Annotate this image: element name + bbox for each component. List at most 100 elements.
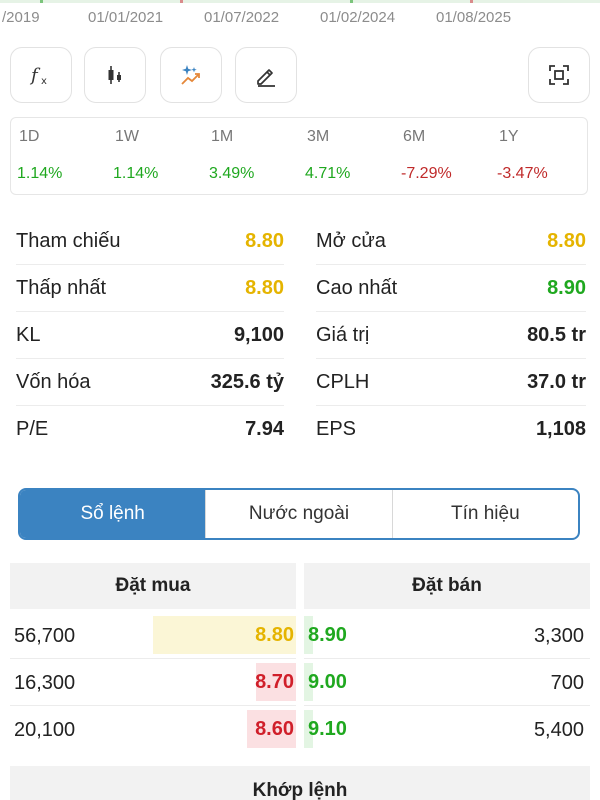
chart-toolbar: f x (10, 47, 590, 103)
stat-value: 325.6 tỷ (210, 371, 284, 393)
sell-price[interactable]: 9.00 (308, 671, 347, 693)
stat-label: P/E (16, 418, 49, 440)
period-label: 1W (115, 128, 139, 145)
stat-high: Cao nhất 8.90 (316, 265, 586, 312)
fullscreen-button[interactable] (528, 47, 590, 103)
period-label: 3M (307, 128, 330, 145)
stat-value-traded: Giá trị 80.5 tr (316, 312, 586, 359)
buy-price[interactable]: 8.70 (255, 671, 294, 693)
period-return: 4.71% (305, 165, 351, 182)
buy-orders-header: Đặt mua (10, 563, 296, 609)
stat-reference: Tham chiếu 8.80 (16, 218, 284, 265)
row-divider (304, 705, 590, 706)
stock-stats: Tham chiếu 8.80 Mở cửa 8.80 Thấp nhất 8.… (16, 218, 586, 453)
date-tick: 01/08/2025 (436, 9, 512, 26)
period-return: 1.14% (113, 165, 159, 182)
chart-bottom-edge (0, 0, 600, 3)
candlestick-icon (108, 66, 121, 84)
stat-row: P/E 7.94 EPS 1,108 (16, 406, 586, 453)
stat-low: Thấp nhất 8.80 (16, 265, 284, 312)
stat-value: 8.80 (245, 277, 284, 299)
sell-volume-bar (304, 710, 313, 748)
period-label: 1D (19, 128, 40, 145)
period-3m[interactable]: 3M 4.71% (299, 118, 395, 196)
period-return: -3.47% (497, 165, 548, 182)
stat-label: CPLH (316, 371, 370, 393)
stat-open: Mở cửa 8.80 (316, 218, 586, 265)
date-tick: 01/07/2022 (204, 9, 280, 26)
fullscreen-icon (549, 65, 569, 85)
sell-orders-header: Đặt bán (304, 563, 590, 609)
stat-value: 8.80 (547, 230, 586, 252)
detail-tabs: Sổ lệnh Nước ngoài Tín hiệu (18, 488, 580, 540)
period-return: -7.29% (401, 165, 452, 182)
sell-price[interactable]: 9.10 (308, 718, 347, 740)
stat-pe: P/E 7.94 (16, 406, 284, 453)
stat-label: Giá trị (316, 324, 370, 346)
sell-volume-bar (304, 663, 313, 701)
indicator-function-button[interactable]: f x (10, 47, 72, 103)
stat-value: 80.5 tr (527, 324, 586, 346)
order-book-row: 16,300 8.70 9.00 700 (10, 659, 590, 706)
period-label: 1M (211, 128, 234, 145)
draw-button[interactable] (235, 47, 297, 103)
row-divider (304, 658, 590, 659)
stat-market-cap: Vốn hóa 325.6 tỷ (16, 359, 284, 406)
period-label: 1Y (499, 128, 519, 145)
period-1y[interactable]: 1Y -3.47% (491, 118, 587, 196)
pencil-icon (257, 69, 275, 87)
buy-price[interactable]: 8.80 (255, 624, 294, 646)
order-book-row: 56,700 8.80 8.90 3,300 (10, 612, 590, 659)
buy-volume: 56,700 (14, 625, 76, 647)
sell-volume-bar (304, 616, 313, 654)
stat-shares-outstanding: CPLH 37.0 tr (316, 359, 586, 406)
period-return: 3.49% (209, 165, 255, 182)
period-1w[interactable]: 1W 1.14% (107, 118, 203, 196)
stat-label: Cao nhất (316, 277, 398, 299)
buy-volume-bar (256, 663, 296, 701)
row-divider (10, 658, 296, 659)
stat-label: KL (16, 324, 41, 346)
row-divider (10, 705, 296, 706)
period-6m[interactable]: 6M -7.29% (395, 118, 491, 196)
tab-foreign[interactable]: Nước ngoài (205, 490, 391, 538)
chart-type-button[interactable] (84, 47, 146, 103)
function-icon: f x (29, 65, 47, 87)
matched-orders-header: Khớp lệnh (10, 766, 590, 800)
svg-text:x: x (41, 76, 47, 87)
sell-price[interactable]: 8.90 (308, 624, 347, 646)
buy-volume-bar (247, 710, 296, 748)
stat-row: Vốn hóa 325.6 tỷ CPLH 37.0 tr (16, 359, 586, 406)
stat-value: 7.94 (245, 418, 284, 440)
stat-label: Vốn hóa (16, 371, 91, 393)
stat-row: Thấp nhất 8.80 Cao nhất 8.90 (16, 265, 586, 312)
stat-value: 1,108 (535, 418, 586, 440)
buy-volume: 16,300 (14, 672, 76, 694)
period-return: 1.14% (17, 165, 63, 182)
stat-eps: EPS 1,108 (316, 406, 586, 453)
stat-row: Tham chiếu 8.80 Mở cửa 8.80 (16, 218, 586, 265)
period-label: 6M (403, 128, 426, 145)
period-1d[interactable]: 1D 1.14% (11, 118, 107, 196)
order-book-row: 20,100 8.60 9.10 5,400 (10, 706, 590, 753)
stat-label: Mở cửa (316, 230, 386, 252)
period-returns: 1D 1.14% 1W 1.14% 1M 3.49% 3M 4.71% 6M -… (10, 117, 588, 195)
tab-order-book[interactable]: Sổ lệnh (20, 490, 206, 538)
period-1m[interactable]: 1M 3.49% (203, 118, 299, 196)
stat-label: Thấp nhất (16, 277, 107, 299)
stat-value: 8.80 (245, 230, 284, 252)
chart-date-axis: /2019 01/01/2021 01/07/2022 01/02/2024 0… (0, 0, 600, 34)
date-tick: /2019 (2, 9, 40, 26)
tab-signals[interactable]: Tín hiệu (391, 490, 578, 538)
stat-label: EPS (316, 418, 357, 440)
stat-value: 37.0 tr (527, 371, 586, 393)
magic-chart-icon (181, 65, 200, 85)
buy-price[interactable]: 8.60 (255, 718, 294, 740)
date-tick: 01/01/2021 (88, 9, 164, 26)
stat-value: 8.90 (547, 277, 586, 299)
svg-text:f: f (29, 65, 41, 86)
buy-volume-bar (153, 616, 296, 654)
ai-analysis-button[interactable] (160, 47, 222, 103)
stat-row: KL 9,100 Giá trị 80.5 tr (16, 312, 586, 359)
sell-volume: 3,300 (533, 625, 584, 647)
